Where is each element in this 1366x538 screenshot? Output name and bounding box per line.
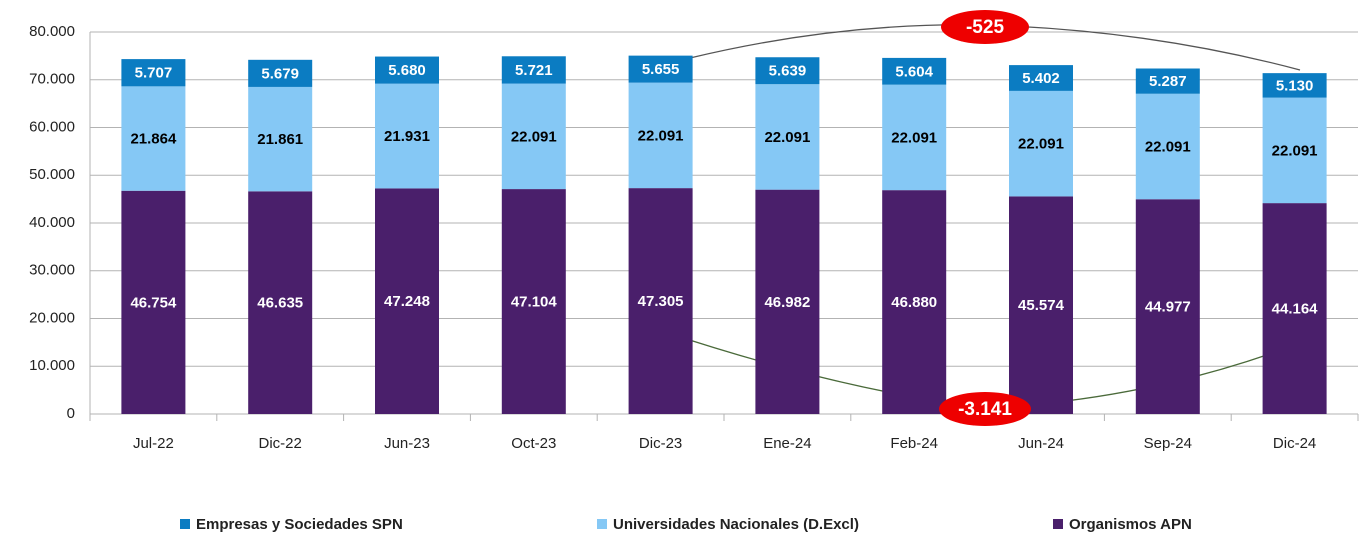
bar-segment bbox=[755, 189, 820, 414]
bar-segment bbox=[248, 191, 313, 414]
bar-segment bbox=[882, 57, 947, 85]
x-tick-label: Feb-24 bbox=[890, 435, 938, 452]
bar-segment bbox=[1009, 65, 1073, 91]
bar-segment bbox=[628, 82, 693, 189]
legend-swatch bbox=[180, 519, 190, 529]
data-label: 5.287 bbox=[1149, 73, 1187, 90]
data-label: 47.305 bbox=[638, 293, 684, 310]
x-tick-label: Oct-23 bbox=[511, 435, 556, 452]
bar-segment bbox=[755, 57, 820, 85]
data-label: 44.977 bbox=[1145, 299, 1191, 316]
bar-segment bbox=[755, 84, 820, 190]
x-tick-label: Ene-24 bbox=[763, 435, 811, 452]
bar-segment bbox=[1262, 203, 1327, 414]
data-label: 21.861 bbox=[257, 131, 303, 148]
data-label: 5.721 bbox=[515, 62, 553, 79]
y-tick-label: 60.000 bbox=[29, 118, 75, 135]
data-label: 21.931 bbox=[384, 128, 430, 145]
data-label: 22.091 bbox=[891, 129, 937, 146]
legend-label: Organismos APN bbox=[1069, 516, 1192, 533]
bar-segment bbox=[375, 188, 439, 414]
bar-segment bbox=[248, 86, 313, 192]
data-label: 22.091 bbox=[1272, 142, 1318, 159]
y-tick-label: 50.000 bbox=[29, 166, 75, 183]
data-label: 5.707 bbox=[135, 65, 173, 82]
bar-segment bbox=[501, 83, 566, 190]
bar-segment bbox=[882, 190, 947, 414]
annotation: -525 bbox=[966, 17, 1004, 38]
y-tick-label: 80.000 bbox=[29, 23, 75, 40]
data-label: 46.754 bbox=[130, 294, 177, 311]
bar-segment bbox=[1135, 199, 1200, 414]
x-tick-label: Jun-23 bbox=[384, 435, 430, 452]
x-tick-label: Sep-24 bbox=[1144, 435, 1192, 452]
legend-label: Universidades Nacionales (D.Excl) bbox=[613, 516, 859, 533]
bar-segment bbox=[1262, 97, 1327, 204]
legend-swatch bbox=[1053, 519, 1063, 529]
legend-swatch bbox=[597, 519, 607, 529]
bar-segment bbox=[1135, 93, 1200, 200]
bar-segment bbox=[375, 83, 439, 189]
legend-label: Empresas y Sociedades SPN bbox=[196, 516, 403, 533]
data-label: 46.982 bbox=[764, 294, 810, 311]
data-label: 22.091 bbox=[1018, 136, 1064, 153]
data-label: 21.864 bbox=[130, 131, 177, 148]
data-label: 22.091 bbox=[1145, 138, 1191, 155]
data-label: 5.639 bbox=[769, 63, 807, 80]
data-label: 47.248 bbox=[384, 293, 430, 310]
data-label: 22.091 bbox=[638, 127, 684, 144]
annotations: -525 -3.141 bbox=[939, 10, 1031, 426]
bar-segment bbox=[628, 188, 693, 414]
bar-segment bbox=[375, 56, 439, 84]
data-label: 45.574 bbox=[1018, 297, 1065, 314]
y-tick-label: 10.000 bbox=[29, 357, 75, 374]
data-label: 5.402 bbox=[1022, 70, 1060, 87]
x-tick-label: Dic-24 bbox=[1273, 435, 1316, 452]
data-label: 47.104 bbox=[511, 294, 558, 311]
data-label: 5.680 bbox=[388, 62, 426, 79]
bar-segment bbox=[501, 56, 566, 84]
y-tick-label: 0 bbox=[67, 405, 75, 422]
data-label: 5.130 bbox=[1276, 77, 1314, 94]
data-label: 46.880 bbox=[891, 294, 937, 311]
data-label: 22.091 bbox=[764, 129, 810, 146]
data-label: 46.635 bbox=[257, 295, 303, 312]
bar-segment bbox=[501, 189, 566, 414]
annotation: -3.141 bbox=[958, 399, 1012, 420]
x-tick-label: Dic-23 bbox=[639, 435, 682, 452]
annotation-line bbox=[689, 24, 986, 59]
bar-segment bbox=[1262, 73, 1327, 98]
y-tick-label: 70.000 bbox=[29, 71, 75, 88]
bar-segment bbox=[248, 59, 313, 87]
bar-segment bbox=[882, 84, 947, 191]
data-label: 44.164 bbox=[1272, 301, 1319, 318]
x-tick-label: Jun-24 bbox=[1018, 435, 1064, 452]
bar-segment bbox=[121, 86, 186, 191]
y-tick-label: 20.000 bbox=[29, 309, 75, 326]
data-label: 5.655 bbox=[642, 61, 680, 78]
data-label: 5.604 bbox=[895, 63, 933, 80]
bar-segment bbox=[1135, 68, 1200, 94]
annotation-badge bbox=[941, 10, 1029, 44]
data-label: 22.091 bbox=[511, 128, 557, 145]
annotation-badge bbox=[939, 392, 1031, 426]
bar-segment bbox=[121, 59, 186, 87]
x-tick-label: Dic-22 bbox=[259, 435, 302, 452]
bar-segment bbox=[1009, 196, 1073, 414]
x-tick-label: Jul-22 bbox=[133, 435, 174, 452]
bar-segment bbox=[121, 190, 186, 414]
bar-segment bbox=[1009, 90, 1073, 197]
y-tick-label: 30.000 bbox=[29, 262, 75, 279]
y-tick-label: 40.000 bbox=[29, 214, 75, 231]
bar-segment bbox=[628, 55, 693, 83]
data-label: 5.679 bbox=[261, 65, 299, 82]
